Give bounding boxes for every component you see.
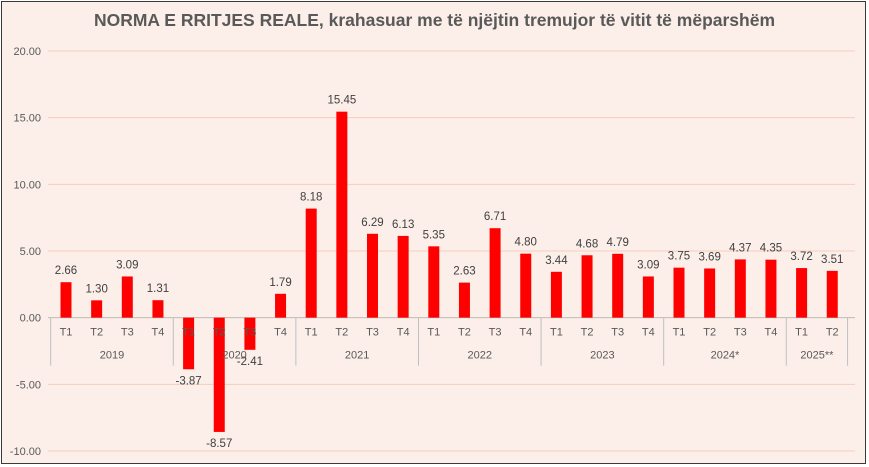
y-tick-label: 0.00 xyxy=(20,313,41,325)
y-tick-label: -5.00 xyxy=(16,379,41,391)
data-label: 3.75 xyxy=(668,251,690,263)
quarter-label: T1 xyxy=(182,327,195,339)
data-label: 2.63 xyxy=(453,266,475,278)
quarter-label: T3 xyxy=(611,327,624,339)
data-label: 15.45 xyxy=(327,95,356,107)
quarter-label: T2 xyxy=(458,327,471,339)
bar xyxy=(765,259,777,318)
data-label: 4.80 xyxy=(515,237,537,249)
y-tick-label: 10.00 xyxy=(13,179,41,191)
data-label: -8.57 xyxy=(206,438,232,450)
y-tick-label: -10.00 xyxy=(10,446,41,458)
data-label: 6.71 xyxy=(484,211,506,223)
data-label: 3.69 xyxy=(698,251,720,263)
bar xyxy=(673,267,685,318)
bar xyxy=(489,228,501,318)
bar xyxy=(734,259,746,318)
quarter-label: T1 xyxy=(305,327,318,339)
data-label: 6.13 xyxy=(392,219,414,231)
data-label: 1.30 xyxy=(85,283,107,295)
quarter-label: T2 xyxy=(90,327,103,339)
axes xyxy=(48,317,855,366)
chart-title: NORMA E RRITJES REALE, krahasuar me të n… xyxy=(93,10,776,30)
data-label: 3.09 xyxy=(637,259,659,271)
quarter-label: T4 xyxy=(274,327,287,339)
quarter-label: T4 xyxy=(642,327,655,339)
data-label: 3.09 xyxy=(116,259,138,271)
quarter-label: T2 xyxy=(213,327,226,339)
bar xyxy=(796,268,808,318)
bar xyxy=(458,282,470,318)
bars xyxy=(60,111,838,432)
bar xyxy=(91,300,103,318)
quarter-label: T1 xyxy=(550,327,563,339)
bar xyxy=(305,208,317,318)
bar xyxy=(581,255,593,318)
quarter-label: T1 xyxy=(427,327,440,339)
quarter-label: T2 xyxy=(826,327,839,339)
quarter-label: T1 xyxy=(673,327,686,339)
bar xyxy=(704,268,716,318)
year-label: 2020 xyxy=(222,350,246,362)
bar xyxy=(642,276,654,318)
bar xyxy=(520,253,532,318)
bar xyxy=(275,293,287,318)
y-tick-label: 20.00 xyxy=(13,46,41,58)
quarter-label: T3 xyxy=(489,327,502,339)
data-label: -3.87 xyxy=(175,375,201,387)
data-label: 4.35 xyxy=(760,243,782,255)
labels: -10.00 -5.00 0.00 5.00 10.00 15.00 20.00 2.66 T1… xyxy=(10,46,844,458)
data-label: 6.29 xyxy=(361,217,383,229)
bar xyxy=(121,276,133,318)
year-label: 2021 xyxy=(345,350,369,362)
bar xyxy=(550,271,562,318)
data-label: 1.31 xyxy=(147,283,169,295)
y-tick-label: 15.00 xyxy=(13,113,41,125)
data-label: 3.72 xyxy=(790,251,812,263)
bar xyxy=(367,233,378,318)
data-label: 4.37 xyxy=(729,242,751,254)
bar xyxy=(60,282,72,318)
bar xyxy=(183,317,195,370)
bar xyxy=(213,317,225,432)
data-label: 2.66 xyxy=(55,265,77,277)
bar xyxy=(826,270,838,318)
quarter-label: T2 xyxy=(581,327,594,339)
quarter-label: T3 xyxy=(243,327,256,339)
bar xyxy=(428,246,440,318)
year-label: 2025** xyxy=(800,350,834,362)
data-label: -2.41 xyxy=(237,356,263,368)
quarter-label: T3 xyxy=(121,327,134,339)
bar xyxy=(336,111,348,318)
data-label: 5.35 xyxy=(423,229,445,241)
year-label: 2022 xyxy=(468,350,492,362)
bar xyxy=(397,235,409,318)
quarter-label: T2 xyxy=(703,327,716,339)
bar xyxy=(244,317,256,350)
quarter-label: T3 xyxy=(734,327,747,339)
bar xyxy=(152,300,164,318)
bar xyxy=(612,253,624,318)
data-label: 3.44 xyxy=(545,255,568,267)
quarter-label: T1 xyxy=(795,327,808,339)
y-tick-label: 5.00 xyxy=(20,246,41,258)
quarter-label: T4 xyxy=(397,327,410,339)
year-label: 2023 xyxy=(590,350,614,362)
data-label: 3.51 xyxy=(821,254,843,266)
data-label: 1.79 xyxy=(269,277,291,289)
year-label: 2024* xyxy=(711,350,740,362)
year-label: 2019 xyxy=(100,350,124,362)
quarter-label: T4 xyxy=(152,327,165,339)
data-label: 8.18 xyxy=(300,192,322,204)
quarter-label: T1 xyxy=(60,327,73,339)
quarter-label: T3 xyxy=(366,327,379,339)
quarter-label: T4 xyxy=(765,327,778,339)
quarter-label: T2 xyxy=(335,327,348,339)
data-label: 4.79 xyxy=(607,237,629,249)
data-label: 4.68 xyxy=(576,238,598,250)
quarter-label: T4 xyxy=(519,327,532,339)
